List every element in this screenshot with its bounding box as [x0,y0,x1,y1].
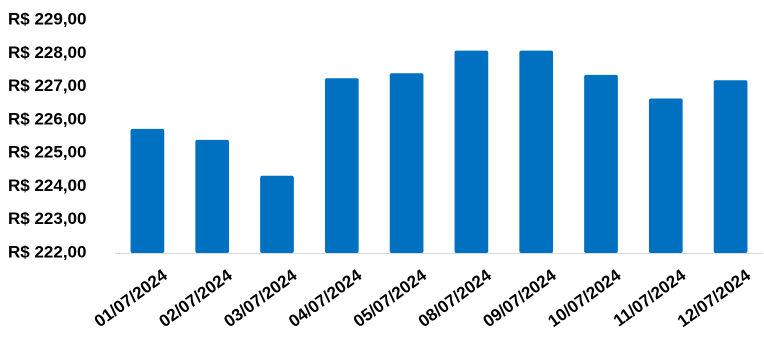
x-tick-label: 12/07/2024 [674,265,754,331]
y-tick-label: R$ 225,00 [8,143,86,162]
bar [195,139,230,253]
bar [454,50,489,253]
bar [519,50,554,253]
bar [324,78,359,253]
bar [389,73,424,253]
y-tick-label: R$ 223,00 [8,209,86,228]
y-axis-labels: R$ 222,00 R$ 223,00 R$ 224,00 R$ 225,00 R$ 2… [8,9,86,261]
bar [713,80,748,253]
y-tick-label: R$ 224,00 [8,176,86,195]
x-tick-label: 10/07/2024 [544,265,624,331]
y-tick-label: R$ 228,00 [8,43,86,62]
bar [260,175,294,253]
bar [584,74,618,254]
y-tick-label: R$ 229,00 [8,9,86,28]
x-axis-labels: 01/07/202402/07/202403/07/202404/07/2024… [91,265,755,331]
y-tick-label: R$ 222,00 [8,242,86,261]
y-tick-label: R$ 227,00 [8,76,86,95]
y-tick-label: R$ 226,00 [8,109,86,128]
bar [648,98,683,253]
bars [130,50,748,254]
bar [130,128,165,253]
